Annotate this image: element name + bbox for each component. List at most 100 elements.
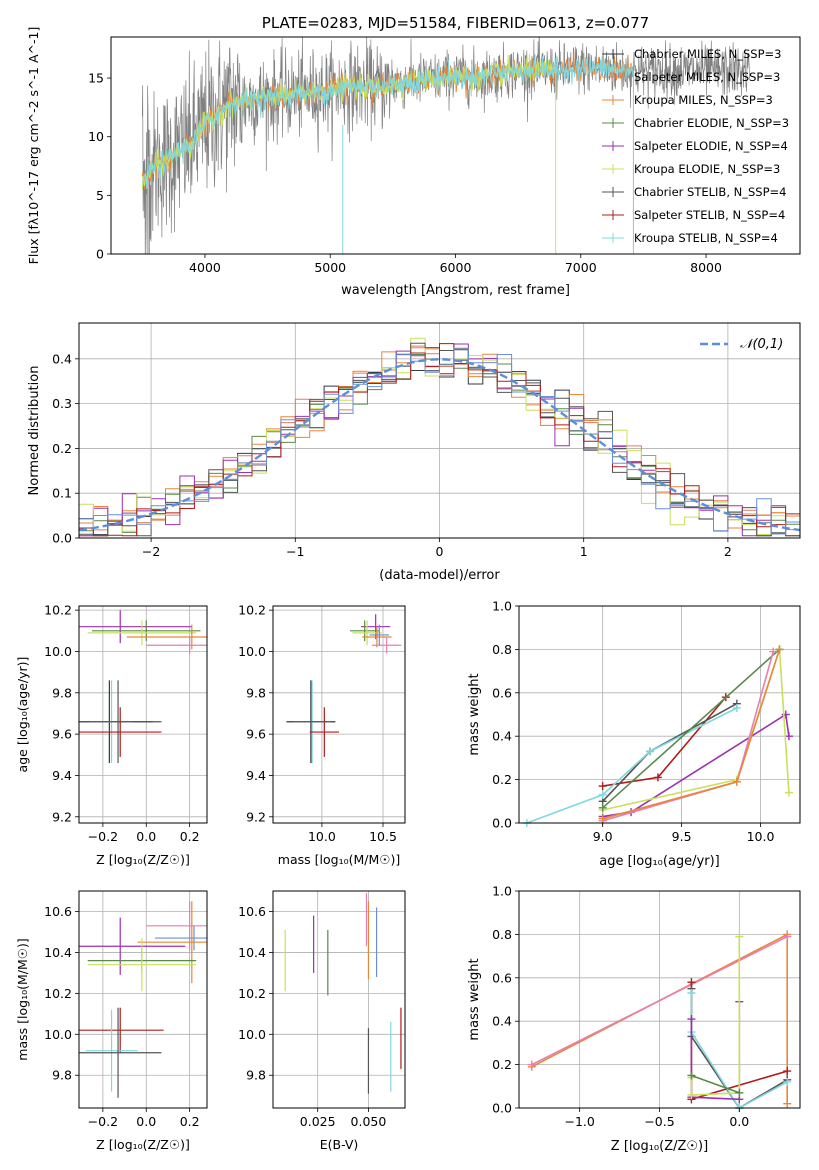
panel-residual-histogram: −2 −1 0 1 2 0.0 0.1 0.2 0.3 0.4 𝒩(0,1) (data-model)… <box>27 322 801 583</box>
plot-area <box>79 901 207 1098</box>
x-tick-label: −0.2 <box>88 829 118 844</box>
x-tick-label: 0 <box>436 544 444 559</box>
y-axis-label: age [log₁₀(age/yr)] <box>15 657 30 773</box>
model-spectrum-line <box>141 53 634 254</box>
plot-area <box>284 893 402 1094</box>
weight-point-marker <box>732 777 741 786</box>
y-tick-label: 5 <box>96 188 104 203</box>
y-tick-label: 10.6 <box>44 904 72 919</box>
legend-entry: Chabrier ELODIE, N_SSP=3 <box>634 116 789 130</box>
weight-series-line <box>602 648 781 809</box>
legend-entry: Chabrier STELIB, N_SSP=4 <box>634 185 786 199</box>
x-tick-label: 9.0 <box>593 829 613 844</box>
y-tick-label: 0.8 <box>492 642 512 657</box>
x-tick-label: 0.025 <box>300 1114 336 1129</box>
x-tick-label: 0.0 <box>136 829 156 844</box>
y-tick-label: 10.2 <box>44 986 72 1001</box>
y-tick-label: 9.8 <box>52 685 72 700</box>
y-tick-label: 9.2 <box>52 809 72 824</box>
x-axis-label: Z [log₁₀(Z/Z☉)] <box>611 1139 708 1154</box>
legend: Chabrier MILES, N_SSP=3 Salpeter MILES, N… <box>602 47 789 245</box>
weight-series-line <box>602 696 727 787</box>
weight-point-marker <box>653 773 662 782</box>
x-tick-label: 0.0 <box>136 1114 156 1129</box>
y-axis-label: mass weight <box>467 673 482 755</box>
weight-point-marker <box>598 803 607 812</box>
y-tick-label: 9.6 <box>246 727 266 742</box>
chart-title: PLATE=0283, MJD=51584, FIBERID=0613, z=0… <box>262 14 649 32</box>
y-tick-label: 9.4 <box>246 768 266 783</box>
x-tick-label: 10.0 <box>747 829 775 844</box>
y-tick-label: 10.4 <box>238 945 266 960</box>
axes-frame <box>272 605 406 824</box>
weight-point-marker <box>687 988 696 997</box>
weight-point-marker <box>783 1067 792 1076</box>
panel-mass-vs-metallicity: −0.2 0.0 0.2 9.8 10.0 10.2 10.4 10.6 Z [log₁₀(Z/… <box>15 890 208 1152</box>
x-tick-label: 6000 <box>440 260 472 275</box>
x-tick-label: −1.0 <box>564 1114 594 1129</box>
weight-point-marker <box>687 1090 696 1099</box>
y-tick-label: 10.2 <box>44 603 72 618</box>
weight-point-marker <box>775 645 784 654</box>
y-tick-label: 0.6 <box>492 685 512 700</box>
y-tick-label: 0.2 <box>52 441 72 456</box>
panel-mass-vs-extinction: 0.025 0.050 9.8 10.0 10.2 10.4 10.6 E(B-V) <box>238 890 406 1152</box>
x-tick-label: 2 <box>724 544 732 559</box>
legend-entry: Salpeter ELODIE, N_SSP=4 <box>634 139 788 153</box>
x-axis-label: mass [log₁₀(M/M☉)] <box>278 852 400 867</box>
y-tick-label: 0.0 <box>52 531 72 546</box>
y-tick-label: 0.3 <box>52 396 72 411</box>
y-tick-label: 9.6 <box>52 727 72 742</box>
x-tick-label: −0.2 <box>88 1114 118 1129</box>
x-axis-label: Z [log₁₀(Z/Z☉)] <box>96 1137 190 1152</box>
legend-entry: Salpeter STELIB, N_SSP=4 <box>634 208 785 222</box>
x-tick-label: 0.050 <box>351 1114 387 1129</box>
x-axis-label: Z [log₁₀(Z/Z☉)] <box>96 852 190 867</box>
x-axis-label: (data-model)/error <box>379 568 500 583</box>
y-tick-label: 0.0 <box>492 816 512 831</box>
weight-series-line <box>526 707 738 824</box>
legend-entry: Chabrier MILES, N_SSP=3 <box>634 47 781 61</box>
weight-point-marker <box>687 1015 696 1024</box>
y-tick-label: 10.0 <box>238 1027 266 1042</box>
y-tick-label: 9.8 <box>246 1068 266 1083</box>
x-tick-label: −1 <box>286 544 304 559</box>
y-tick-label: 10.0 <box>44 644 72 659</box>
weight-point-marker <box>784 732 793 741</box>
x-tick-label: 10.5 <box>369 829 397 844</box>
y-tick-label: 9.8 <box>246 685 266 700</box>
weight-point-marker <box>598 790 607 799</box>
panel-spectrum: 4000 5000 6000 7000 8000 0 5 10 15 PLATE=0283, MJ… <box>26 14 801 298</box>
weight-point-marker <box>527 1060 536 1069</box>
axes-frame <box>518 605 801 824</box>
gaussian-curve <box>78 358 801 532</box>
y-tick-label: 0.4 <box>492 729 512 744</box>
y-axis-label: mass [log₁₀(M/M☉)] <box>15 938 30 1060</box>
weight-point-marker <box>732 703 741 712</box>
y-tick-label: 10.4 <box>44 945 72 960</box>
y-tick-label: 9.8 <box>52 1068 72 1083</box>
y-tick-label: 0.2 <box>492 772 512 787</box>
x-tick-label: −2 <box>142 544 160 559</box>
weight-point-marker <box>783 932 792 941</box>
plot-area <box>527 930 792 1112</box>
weight-series-line <box>691 1074 740 1094</box>
histogram-series <box>79 343 800 537</box>
x-tick-label: 5000 <box>314 260 346 275</box>
histogram-series <box>79 347 800 535</box>
plot-area <box>286 614 402 764</box>
x-axis-label: E(B-V) <box>320 1137 359 1152</box>
y-tick-label: 10 <box>88 129 104 144</box>
y-tick-label: 1.0 <box>492 884 512 899</box>
weight-series-line <box>531 935 788 1066</box>
weight-series-line <box>690 936 741 1096</box>
weight-series-line <box>602 713 790 818</box>
y-tick-label: 0.4 <box>52 351 72 366</box>
x-tick-label: 10.0 <box>308 829 336 844</box>
x-tick-label: 8000 <box>690 260 722 275</box>
weight-point-marker <box>769 647 778 656</box>
legend-entry: Kroupa STELIB, N_SSP=4 <box>634 231 778 245</box>
weight-point-marker <box>598 814 607 823</box>
x-axis-label: age [log₁₀(age/yr)] <box>599 854 720 869</box>
panel-mass-weight-vs-metallicity: −1.0 −0.5 0.0 0.0 0.2 0.4 0.6 0.8 1.0 Z [log₁₀(Z/… <box>467 884 801 1154</box>
